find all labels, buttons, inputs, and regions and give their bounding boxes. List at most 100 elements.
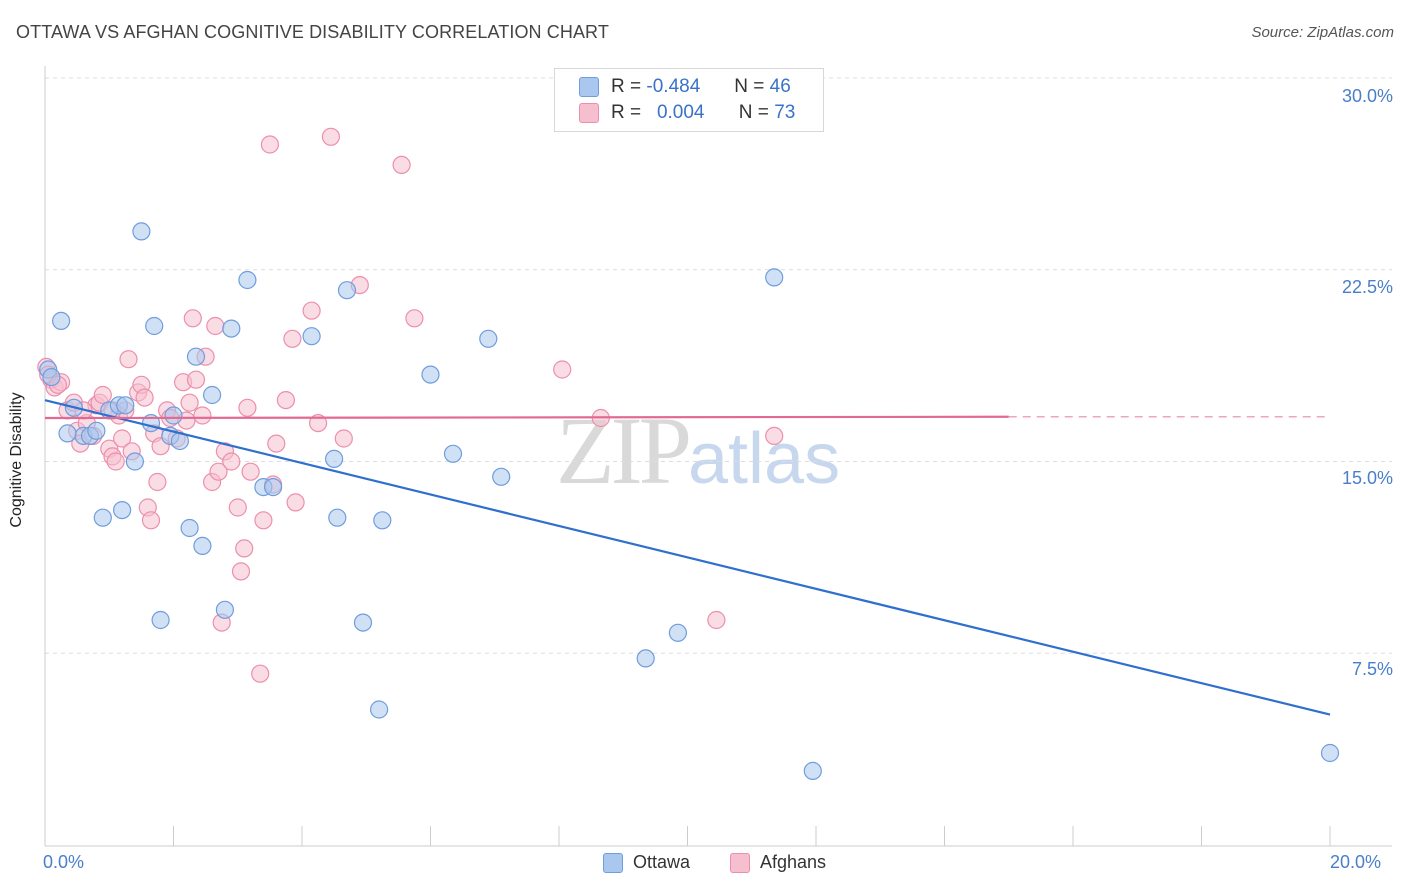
bottom-legend-ottawa-label: Ottawa <box>633 852 691 872</box>
ottawa-point-33 <box>373 511 392 530</box>
correlation-legend: R = -0.484 N = 46 R = 0.004 N = 73 <box>554 68 824 132</box>
afghan-point-65 <box>553 360 572 379</box>
afghan-point-54 <box>267 434 286 453</box>
watermark: ZIPatlas <box>556 395 840 506</box>
legend-r-label: R = <box>611 102 642 123</box>
ottawa-point-6 <box>93 508 112 527</box>
ottawa-point-31 <box>353 613 373 632</box>
y-tick-label-22-5: 22.5% <box>1341 277 1393 297</box>
ottawa-point-18 <box>180 518 199 538</box>
afghans-trend-line <box>44 415 1009 420</box>
legend-r-value-afghans: 0.004 <box>656 102 705 123</box>
ottawa-point-44 <box>58 424 77 443</box>
ottawa-point-30 <box>337 281 357 300</box>
ottawa-point-37 <box>492 467 511 486</box>
ottawa-point-5 <box>87 421 106 440</box>
legend-n-value-ottawa: 46 <box>769 76 791 97</box>
afghan-point-17 <box>112 429 132 448</box>
ottawa-point-14 <box>151 610 170 630</box>
legend-n-value-afghans: 73 <box>774 102 796 123</box>
ottawa-point-21 <box>203 385 222 405</box>
ottawa-point-22 <box>215 600 234 619</box>
ottawa-point-43 <box>42 368 61 387</box>
afghan-point-61 <box>334 429 353 448</box>
legend-r-label: R = <box>611 76 642 97</box>
afghan-point-49 <box>241 462 260 481</box>
afghan-point-60 <box>321 127 340 146</box>
y-tick-label-15: 15.0% <box>1341 468 1393 488</box>
afghan-point-47 <box>235 539 254 558</box>
ottawa-point-29 <box>328 508 347 527</box>
afghan-point-55 <box>276 391 295 410</box>
ottawa-point-13 <box>145 316 164 336</box>
afghan-point-52 <box>260 135 279 154</box>
afghan-point-40 <box>206 316 225 336</box>
afghan-point-46 <box>231 562 251 581</box>
afghan-point-27 <box>148 472 167 492</box>
afghan-point-37 <box>193 406 212 425</box>
ottawa-point-40 <box>765 268 784 287</box>
y-axis-label: Cognitive Disability <box>8 392 25 528</box>
ottawa-swatch <box>579 77 599 97</box>
afghan-point-44 <box>222 452 241 471</box>
ottawa-point-20 <box>193 536 212 556</box>
ottawa-point-34 <box>421 365 440 384</box>
afghan-point-64 <box>405 309 424 328</box>
afghan-point-59 <box>309 414 328 433</box>
afghan-point-68 <box>765 426 784 445</box>
ottawa-point-36 <box>479 329 498 348</box>
ottawa-point-1 <box>51 311 71 330</box>
ottawa-point-26 <box>264 478 283 497</box>
watermark-atlas: atlas <box>688 419 841 499</box>
source-label: Source: ZipAtlas.com <box>1251 24 1394 41</box>
afghan-point-25 <box>141 511 161 530</box>
legend-n-label: N = <box>734 76 765 97</box>
ottawa-point-28 <box>325 449 344 468</box>
ottawa-point-27 <box>302 327 321 346</box>
ottawa-point-45 <box>116 396 135 415</box>
legend-n-label: N = <box>738 102 769 123</box>
ottawa-point-42 <box>1320 743 1340 763</box>
legend-row-ottawa: R = -0.484 N = 46 <box>579 74 791 100</box>
afghan-point-36 <box>186 370 206 389</box>
afghan-point-15 <box>106 452 125 471</box>
ottawa-point-23 <box>222 319 241 338</box>
afghan-point-51 <box>254 511 273 530</box>
afghan-point-41 <box>209 462 228 481</box>
x-tick-label-20: 20.0% <box>1330 852 1382 872</box>
afghan-point-23 <box>135 388 154 407</box>
ottawa-point-24 <box>238 270 257 290</box>
legend-row-afghans: R = 0.004 N = 73 <box>579 100 795 126</box>
bottom-legend-ottawa: Ottawa <box>603 852 690 873</box>
y-tick-label-7-5: 7.5% <box>1351 659 1393 679</box>
afghan-point-57 <box>286 493 305 512</box>
afghan-point-45 <box>228 498 247 517</box>
ottawa-point-35 <box>443 444 463 463</box>
ottawa-point-39 <box>668 623 688 642</box>
ottawa-swatch <box>603 852 623 873</box>
ottawa-point-38 <box>636 649 655 668</box>
afghan-point-34 <box>180 393 199 412</box>
afghan-point-48 <box>238 398 257 417</box>
afghan-point-35 <box>183 309 202 328</box>
afghans-swatch <box>579 103 599 123</box>
ottawa-point-41 <box>803 761 822 781</box>
bottom-legend-afghans-label: Afghans <box>760 852 827 872</box>
afghans-swatch <box>730 852 750 873</box>
y-tick-label-30: 30.0% <box>1341 86 1393 106</box>
watermark-zip: ZIP <box>556 397 692 504</box>
afghan-point-58 <box>302 301 321 320</box>
ottawa-point-32 <box>370 700 389 719</box>
bottom-legend-afghans: Afghans <box>730 852 826 873</box>
chart-title: OTTAWA VS AFGHAN COGNITIVE DISABILITY CO… <box>16 22 609 42</box>
ottawa-point-11 <box>132 222 151 241</box>
ottawa-point-16 <box>164 406 183 425</box>
ottawa-trend-line <box>44 399 1331 716</box>
afghan-point-63 <box>392 155 411 174</box>
legend-r-value-ottawa: -0.484 <box>646 76 701 97</box>
ottawa-point-10 <box>125 452 144 471</box>
afghan-point-19 <box>119 350 138 369</box>
afghan-point-67 <box>707 610 726 630</box>
afghan-point-56 <box>283 329 302 348</box>
ottawa-point-19 <box>186 347 206 366</box>
